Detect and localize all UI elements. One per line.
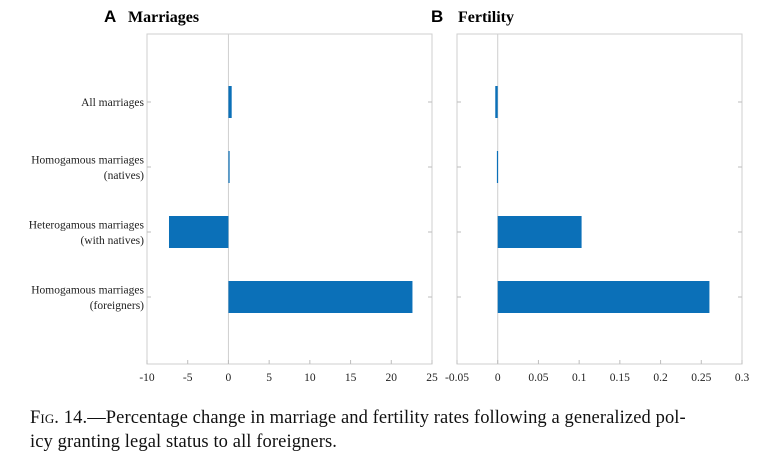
panel-a-bar [228,281,413,313]
category-label: All marriages [81,97,144,109]
panel-a-xtick-label: 5 [266,372,272,384]
caption-line2: icy granting legal status to all foreign… [30,432,337,452]
panel-b-xtick-label: 0 [495,372,501,384]
panel-a-xtick-label: -10 [139,372,155,384]
category-label: (foreigners) [90,300,144,312]
panel-b-bar [496,151,499,183]
panel-a-bar [168,216,229,248]
panel-b-bar [495,86,498,118]
panel-a-bar [228,151,230,183]
category-label: Homogamous marriages [31,154,144,166]
figure-14-chart: A Marriages -10 -5 0 5 10 15 20 25 All marriages Ho… [29,7,750,384]
panel-a-xtick-label: 10 [304,372,316,384]
panel-b-xtick-label: 0.2 [653,372,668,384]
panel-a-xtick-label: 0 [226,372,232,384]
panel-b-axes-box [456,33,743,365]
category-label: Heterogamous marriages [29,219,145,231]
panel-a-xtick-label: 25 [426,372,438,384]
panel-a-bar [228,86,232,118]
caption-fig-label: Fig. 14. [30,408,88,428]
panel-b-title: Fertility [458,9,514,26]
panel-a-axes-box [146,33,433,365]
panel-a-letter: A [104,7,116,26]
caption-line1: —Percentage change in marriage and ferti… [87,408,686,428]
panel-b-bar [497,216,582,248]
panel-b-bar [497,281,710,313]
panel-b-xtick-label: 0.15 [610,372,630,384]
panel-b-letter: B [431,7,443,26]
panel-a-title: Marriages [128,9,199,26]
panel-b-xtick-label: 0.25 [691,372,711,384]
category-label: (natives) [104,170,144,182]
category-label: (with natives) [80,235,144,247]
panel-b-xtick-label: 0.1 [572,372,587,384]
panel-a-xtick-label: -5 [183,372,193,384]
figure-caption: Fig. 14.—Percentage change in marriage a… [30,406,760,454]
panel-a-xtick-label: 15 [345,372,357,384]
category-label: Homogamous marriages [31,284,144,296]
panel-a-xtick-label: 20 [386,372,398,384]
panel-b-xtick-label: 0.05 [528,372,548,384]
panel-b-xtick-label: 0.3 [735,372,750,384]
panel-b-xtick-label: -0.05 [445,372,469,384]
